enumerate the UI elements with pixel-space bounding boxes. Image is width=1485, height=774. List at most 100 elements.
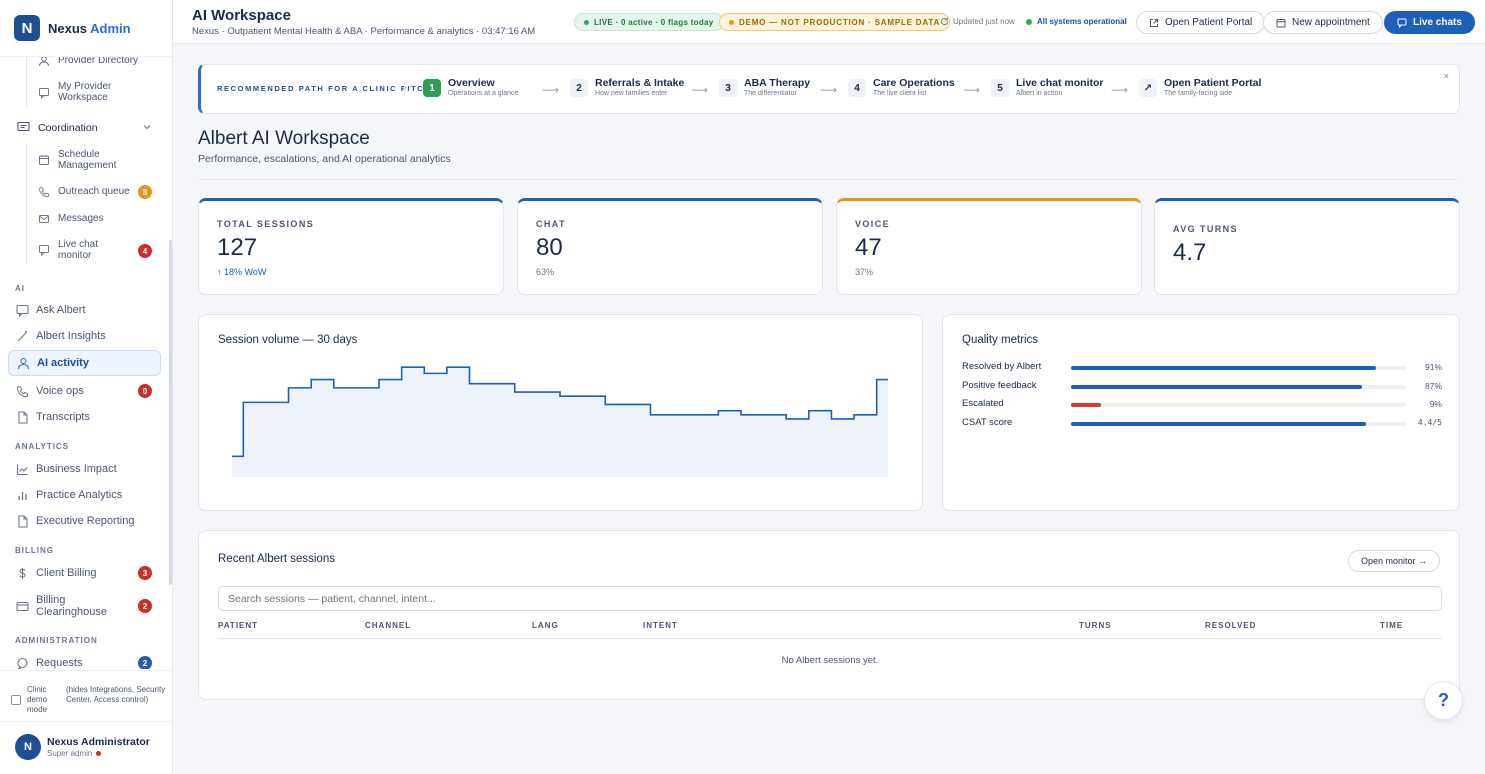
column-header-patient[interactable]: PATIENT <box>218 621 259 630</box>
sessions-search-input[interactable] <box>218 586 1442 611</box>
step-referrals-intake[interactable]: 2 Referrals & Intake How new families ent… <box>570 77 684 99</box>
phone-icon <box>39 187 50 198</box>
sidebar-item-provider-directory[interactable]: Provider Directory <box>38 57 138 67</box>
sidebar-item-my-provider-workspace[interactable]: My Provider Workspace <box>38 81 133 103</box>
chat-icon <box>39 88 49 99</box>
column-header-time[interactable]: TIME <box>1380 621 1404 630</box>
arrow-right-icon: ⟶ <box>542 83 560 97</box>
status-dot <box>96 751 102 757</box>
sidebar-item-schedule-management[interactable]: Schedule Management <box>38 149 118 171</box>
quality-value: 91% <box>1424 362 1442 372</box>
sidebar-item-label: Transcripts <box>36 411 90 423</box>
column-header-channel[interactable]: CHANNEL <box>365 621 412 630</box>
open-patient-portal-button[interactable]: Open Patient Portal <box>1136 11 1266 34</box>
kpi-value: 47 <box>855 234 882 261</box>
step-title: Live chat monitor <box>1016 77 1104 89</box>
brand[interactable]: N Nexus Admin <box>0 0 172 57</box>
bars-icon <box>18 491 27 500</box>
step-overview[interactable]: 1 Overview Operations at a glance <box>423 77 518 99</box>
quality-value: 87% <box>1424 381 1442 391</box>
button-label: Open Patient Portal <box>1165 17 1253 28</box>
sidebar-item-label: Requests <box>36 657 83 669</box>
sidebar-item-albert-insights[interactable]: Albert Insights <box>8 323 161 349</box>
system-status-text: All systems operational <box>1037 17 1127 26</box>
sidebar-item-label: Schedule Management <box>58 149 117 171</box>
step-open-patient-portal[interactable]: ↗ Open Patient Portal The family-facing s… <box>1139 77 1261 99</box>
arrow-right-icon: ⟶ <box>820 83 838 97</box>
section-title: Albert AI Workspace <box>198 128 370 149</box>
live-dot <box>584 19 589 25</box>
column-header-lang[interactable]: LANG <box>532 621 559 630</box>
sessions-title: Recent Albert sessions <box>218 553 335 565</box>
kpi-trend: ↑ 18% WoW <box>217 267 267 277</box>
tree-line <box>26 143 27 263</box>
column-header-intent[interactable]: INTENT <box>643 621 678 630</box>
requests-badge: 2 <box>138 656 152 669</box>
person-icon <box>17 357 30 369</box>
sidebar-item-voice-ops[interactable]: Voice ops <box>8 378 161 404</box>
phone-icon <box>16 385 29 397</box>
column-header-resolved[interactable]: RESOLVED <box>1205 621 1257 630</box>
demo-mode-checkbox[interactable] <box>11 695 21 705</box>
step-title: Open Patient Portal <box>1164 77 1262 89</box>
sidebar-item-label: AI activity <box>37 357 89 369</box>
sidebar-item-label: My Provider Workspace <box>58 81 112 103</box>
demo-mode-toggle[interactable]: Clinic demo mode (hides Integrations, Se… <box>0 670 173 722</box>
close-icon[interactable]: × <box>1443 71 1449 81</box>
quality-track <box>1071 385 1406 389</box>
quality-metrics-card: Quality metrics Resolved by Albert 91% P… <box>942 314 1460 511</box>
chevron-down-icon[interactable] <box>143 123 151 131</box>
step-title: ABA Therapy <box>744 77 811 89</box>
sidebar-item-business-impact[interactable]: Business Impact <box>8 456 161 482</box>
sidebar-item-executive-reporting[interactable]: Executive Reporting <box>8 508 161 534</box>
sidebar-item-requests[interactable]: Requests <box>8 650 161 669</box>
user-role: Super admin <box>47 749 102 758</box>
quality-fill <box>1071 385 1363 389</box>
quality-label: CSAT score <box>962 417 1013 428</box>
sidebar-item-outreach-queue[interactable]: Outreach queue <box>38 186 130 198</box>
sidebar-item-ai-activity[interactable]: AI activity <box>8 350 161 376</box>
mail-icon <box>39 215 49 223</box>
sidebar-item-label: Outreach queue <box>58 186 130 197</box>
kpi-label: TOTAL SESSIONS <box>217 219 315 229</box>
help-button[interactable]: ? <box>1424 681 1463 720</box>
billing-clearinghouse-badge: 2 <box>138 599 152 613</box>
sidebar-item-messages[interactable]: Messages <box>38 213 104 225</box>
trend-icon <box>16 464 28 475</box>
step-title: Care Operations <box>873 77 955 89</box>
step-aba-therapy[interactable]: 3 ABA Therapy The differentiator <box>719 77 810 99</box>
quality-fill <box>1071 403 1102 407</box>
arrow-right-icon: ⟶ <box>1111 83 1129 97</box>
card-icon <box>16 601 29 611</box>
sidebar-item-client-billing[interactable]: Client Billing <box>8 560 161 586</box>
step-number: 2 <box>570 79 588 97</box>
recommended-path-stepper: RECOMMENDED PATH FOR A CLINIC PITCH 1 Ov… <box>198 64 1460 114</box>
sidebar-scrollbar[interactable] <box>169 240 172 585</box>
chat-icon <box>17 121 30 132</box>
updated-indicator[interactable]: Updated just now <box>940 17 1015 26</box>
new-appointment-button[interactable]: New appointment <box>1263 11 1383 34</box>
sidebar-item-label: Provider Directory <box>58 57 139 66</box>
page-subtitle: Nexus · Outpatient Mental Health & ABA ·… <box>192 26 536 37</box>
step-care-operations[interactable]: 4 Care Operations The live client list <box>848 77 955 99</box>
quality-track <box>1071 366 1406 370</box>
sidebar-item-transcripts[interactable]: Transcripts <box>8 404 161 430</box>
quality-track <box>1071 403 1406 407</box>
step-number: 4 <box>848 79 866 97</box>
step-live-chat-monitor[interactable]: 5 Live chat monitor Albert in action <box>991 77 1104 99</box>
client-billing-badge: 3 <box>138 566 152 580</box>
sidebar-item-live-chat-monitor[interactable]: Live chat monitor <box>38 239 108 261</box>
updated-label: Updated <box>953 17 984 26</box>
live-chats-button[interactable]: Live chats <box>1384 11 1475 34</box>
column-header-turns[interactable]: TURNS <box>1079 621 1112 630</box>
kpi-value: 80 <box>536 234 563 261</box>
brand-name: Nexus Admin <box>48 21 131 36</box>
outreach-badge: 8 <box>138 185 152 199</box>
sidebar-item-billing-clearinghouse[interactable]: Billing Clearinghouse <box>8 592 161 620</box>
user-profile[interactable]: N Nexus Administrator Super admin <box>0 722 173 774</box>
sidebar-item-practice-analytics[interactable]: Practice Analytics <box>8 482 161 508</box>
sidebar-group-coordination[interactable]: Coordination <box>17 121 98 134</box>
sidebar-item-ask-albert[interactable]: Ask Albert <box>8 297 161 323</box>
open-monitor-button[interactable]: Open monitor → <box>1347 550 1440 572</box>
quality-label: Resolved by Albert <box>962 361 1042 372</box>
